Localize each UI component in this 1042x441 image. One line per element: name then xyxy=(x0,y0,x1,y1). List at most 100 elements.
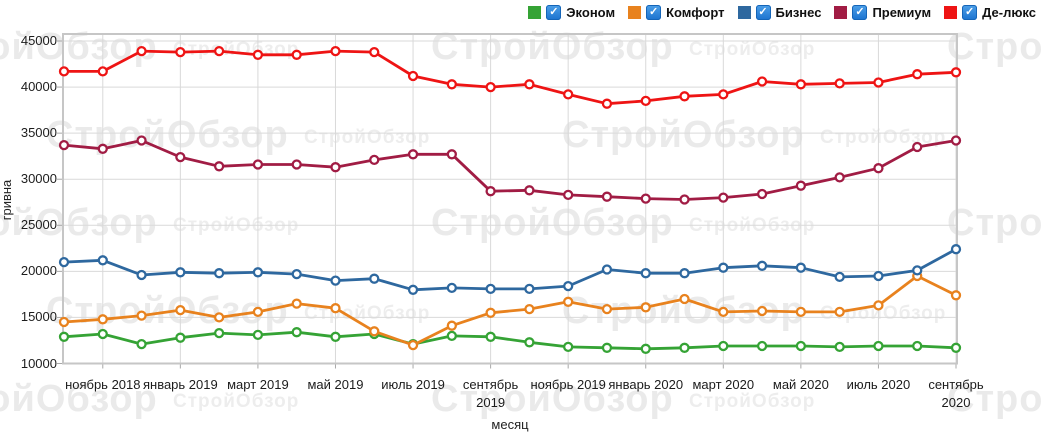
data-point-marker[interactable] xyxy=(446,282,457,294)
data-point-marker[interactable] xyxy=(834,341,845,353)
checkbox-checked-icon[interactable] xyxy=(546,5,562,20)
data-point-marker[interactable] xyxy=(136,310,147,321)
data-point-marker[interactable] xyxy=(563,296,574,307)
data-point-marker[interactable] xyxy=(58,66,70,77)
data-point-marker[interactable] xyxy=(640,193,651,204)
data-point-marker[interactable] xyxy=(136,269,147,281)
data-point-marker[interactable] xyxy=(291,49,302,60)
legend-item-ekonom[interactable]: Эконом xyxy=(528,5,615,20)
data-point-marker[interactable] xyxy=(912,265,923,276)
data-point-marker[interactable] xyxy=(407,70,419,82)
legend-item-de-lyuks[interactable]: Де-люкс xyxy=(944,5,1036,20)
data-point-marker[interactable] xyxy=(58,256,70,268)
data-point-marker[interactable] xyxy=(601,264,613,275)
data-point-marker[interactable] xyxy=(563,189,574,201)
data-point-marker[interactable] xyxy=(718,192,729,203)
data-point-marker[interactable] xyxy=(834,78,845,89)
data-point-marker[interactable] xyxy=(485,81,496,93)
data-point-marker[interactable] xyxy=(640,95,651,107)
data-point-marker[interactable] xyxy=(97,66,108,77)
data-point-marker[interactable] xyxy=(213,312,225,323)
data-point-marker[interactable] xyxy=(756,188,768,200)
data-point-marker[interactable] xyxy=(756,76,768,87)
data-point-marker[interactable] xyxy=(563,280,574,292)
data-point-marker[interactable] xyxy=(213,327,225,339)
data-point-marker[interactable] xyxy=(601,98,613,109)
data-point-marker[interactable] xyxy=(485,307,496,318)
data-point-marker[interactable] xyxy=(175,304,186,316)
data-point-marker[interactable] xyxy=(485,331,496,342)
data-point-marker[interactable] xyxy=(795,262,807,273)
data-point-marker[interactable] xyxy=(601,303,613,315)
data-point-marker[interactable] xyxy=(175,46,186,58)
data-point-marker[interactable] xyxy=(524,185,535,196)
data-point-marker[interactable] xyxy=(485,283,496,295)
data-point-marker[interactable] xyxy=(950,244,962,255)
data-point-marker[interactable] xyxy=(912,340,923,352)
data-point-marker[interactable] xyxy=(524,79,535,90)
data-point-marker[interactable] xyxy=(252,159,264,170)
data-point-marker[interactable] xyxy=(252,49,264,60)
data-point-marker[interactable] xyxy=(291,298,302,309)
data-point-marker[interactable] xyxy=(136,135,147,146)
data-point-marker[interactable] xyxy=(252,267,264,278)
data-point-marker[interactable] xyxy=(291,327,302,338)
data-point-marker[interactable] xyxy=(213,45,225,57)
data-point-marker[interactable] xyxy=(252,329,264,341)
data-point-marker[interactable] xyxy=(795,180,807,191)
data-point-marker[interactable] xyxy=(601,342,613,353)
data-point-marker[interactable] xyxy=(97,314,108,325)
checkbox-checked-icon[interactable] xyxy=(852,5,868,20)
data-point-marker[interactable] xyxy=(446,320,457,331)
data-point-marker[interactable] xyxy=(873,163,884,174)
data-point-marker[interactable] xyxy=(834,306,845,318)
data-point-marker[interactable] xyxy=(679,342,690,353)
data-point-marker[interactable] xyxy=(640,302,651,313)
data-point-marker[interactable] xyxy=(407,284,419,295)
data-point-marker[interactable] xyxy=(756,260,768,271)
data-point-marker[interactable] xyxy=(330,162,341,173)
data-point-marker[interactable] xyxy=(97,255,108,266)
data-point-marker[interactable] xyxy=(679,293,690,305)
data-point-marker[interactable] xyxy=(873,340,884,352)
data-point-marker[interactable] xyxy=(950,290,962,301)
data-point-marker[interactable] xyxy=(873,270,884,282)
data-point-marker[interactable] xyxy=(718,340,729,352)
legend-item-komfort[interactable]: Комфорт xyxy=(628,5,725,20)
checkbox-checked-icon[interactable] xyxy=(755,5,771,20)
data-point-marker[interactable] xyxy=(97,143,108,154)
data-point-marker[interactable] xyxy=(912,69,923,80)
data-point-marker[interactable] xyxy=(175,332,186,343)
data-point-marker[interactable] xyxy=(524,303,535,315)
data-point-marker[interactable] xyxy=(446,330,457,342)
data-point-marker[interactable] xyxy=(795,79,807,90)
data-point-marker[interactable] xyxy=(563,89,574,100)
data-point-marker[interactable] xyxy=(330,275,341,286)
data-point-marker[interactable] xyxy=(369,154,380,166)
data-point-marker[interactable] xyxy=(795,340,807,352)
data-point-marker[interactable] xyxy=(252,306,264,318)
data-point-marker[interactable] xyxy=(330,331,341,342)
data-point-marker[interactable] xyxy=(136,45,147,57)
data-point-marker[interactable] xyxy=(369,326,380,337)
data-point-marker[interactable] xyxy=(524,283,535,295)
data-point-marker[interactable] xyxy=(950,67,962,78)
data-point-marker[interactable] xyxy=(756,305,768,317)
data-point-marker[interactable] xyxy=(407,339,419,351)
data-point-marker[interactable] xyxy=(407,149,419,160)
data-point-marker[interactable] xyxy=(679,91,690,102)
data-point-marker[interactable] xyxy=(718,89,729,100)
data-point-marker[interactable] xyxy=(213,268,225,279)
data-point-marker[interactable] xyxy=(175,267,186,278)
data-point-marker[interactable] xyxy=(446,149,457,160)
data-point-marker[interactable] xyxy=(175,151,186,163)
data-point-marker[interactable] xyxy=(912,141,923,153)
legend-item-biznes[interactable]: Бизнес xyxy=(737,5,821,20)
data-point-marker[interactable] xyxy=(950,342,962,353)
data-point-marker[interactable] xyxy=(291,159,302,170)
legend-item-premium[interactable]: Премиум xyxy=(834,5,931,20)
checkbox-checked-icon[interactable] xyxy=(646,5,662,20)
data-point-marker[interactable] xyxy=(679,194,690,205)
data-point-marker[interactable] xyxy=(58,139,70,151)
data-point-marker[interactable] xyxy=(330,303,341,314)
